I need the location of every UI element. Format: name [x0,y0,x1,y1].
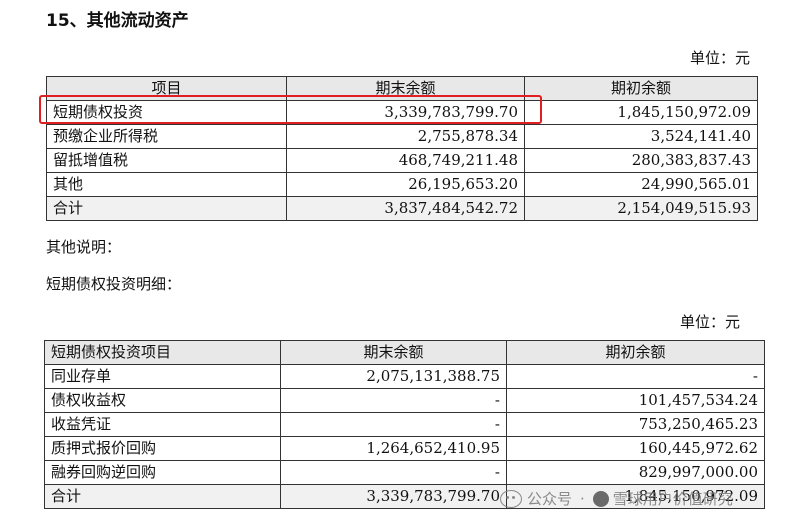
table-row: 融券回购逆回购 - 829,997,000.00 [44,460,765,485]
row-label: 融券回购逆回购 [44,460,281,485]
highlight-box [39,95,542,124]
short-term-debt-investment-table: 短期债权投资项目 期末余额 期初余额 同业存单 2,075,131,388.75… [44,340,765,509]
unit-label-2: 单位：元 [680,313,741,331]
row-label: 质押式报价回购 [44,436,281,461]
total-label: 合计 [44,484,281,509]
begin-balance-cell: 101,457,534.24 [506,388,765,413]
begin-balance-cell: 280,383,837.43 [524,148,758,173]
row-label: 其他 [46,172,287,197]
header-begin-balance: 期初余额 [524,76,758,101]
unit-label: 单位：元 [690,49,751,67]
begin-balance-cell: - [506,364,765,389]
row-label: 留抵增值税 [46,148,287,173]
table-total-row: 合计 3,837,484,542.72 2,154,049,515.93 [46,196,758,221]
table-row: 质押式报价回购 1,264,652,410.95 160,445,972.62 [44,436,765,461]
end-balance-cell: 3,339,783,799.70 [286,100,525,125]
total-end-balance: 3,339,783,799.70 [280,484,507,509]
row-label: 预缴企业所得税 [46,124,287,149]
table-header-row: 短期债权投资项目 期末余额 期初余额 [44,340,765,365]
end-balance-cell: 468,749,211.48 [286,148,525,173]
table-row: 同业存单 2,075,131,388.75 - [44,364,765,389]
total-end-balance: 3,837,484,542.72 [286,196,525,221]
row-label: 收益凭证 [44,412,281,437]
end-balance-cell: - [280,412,507,437]
end-balance-cell: - [280,460,507,485]
end-balance-cell: 26,195,653.20 [286,172,525,197]
row-label: 短期债权投资 [46,100,287,125]
row-label: 同业存单 [44,364,281,389]
begin-balance-cell: 1,845,150,972.09 [524,100,758,125]
begin-balance-cell: 24,990,565.01 [524,172,758,197]
other-notes-label: 其他说明： [46,238,122,256]
table-row: 留抵增值税 468,749,211.48 280,383,837.43 [46,148,758,173]
end-balance-cell: - [280,388,507,413]
table-row: 其他 26,195,653.20 24,990,565.01 [46,172,758,197]
end-balance-cell: 2,075,131,388.75 [280,364,507,389]
xueqiu-logo-icon [592,490,609,507]
table-row: 债权收益权 - 101,457,534.24 [44,388,765,413]
header-end-balance: 期末余额 [280,340,507,365]
watermark-prefix: 公众号 [527,490,573,508]
begin-balance-cell: 829,997,000.00 [506,460,765,485]
table-total-row: 合计 3,339,783,799.70 1,845,150,972.09 [44,484,765,509]
begin-balance-cell: 753,250,465.23 [506,412,765,437]
row-label: 债权收益权 [44,388,281,413]
other-current-assets-table: 项目 期末余额 期初余额 短期债权投资 3,339,783,799.70 1,8… [46,76,758,221]
watermark-name: 雪球用户价值研究 [612,490,733,508]
end-balance-cell: 1,264,652,410.95 [280,436,507,461]
table-row: 预缴企业所得税 2,755,878.34 3,524,141.40 [46,124,758,149]
table-row: 收益凭证 - 753,250,465.23 [44,412,765,437]
watermark-separator: · [580,489,585,508]
end-balance-cell: 2,755,878.34 [286,124,525,149]
header-begin-balance: 期初余额 [506,340,765,365]
header-item: 短期债权投资项目 [44,340,281,365]
total-label: 合计 [46,196,287,221]
total-begin-balance: 1,845,150,972.09 [506,484,765,509]
begin-balance-cell: 160,445,972.62 [506,436,765,461]
total-begin-balance: 2,154,049,515.93 [524,196,758,221]
wechat-icon [500,489,522,508]
watermark: 公众号 · 雪球用户价值研究 [500,488,733,509]
begin-balance-cell: 3,524,141.40 [524,124,758,149]
table-row: 短期债权投资 3,339,783,799.70 1,845,150,972.09 [46,100,758,125]
section-title: 15、其他流动资产 [46,11,189,31]
detail-label: 短期债权投资明细： [46,275,182,293]
